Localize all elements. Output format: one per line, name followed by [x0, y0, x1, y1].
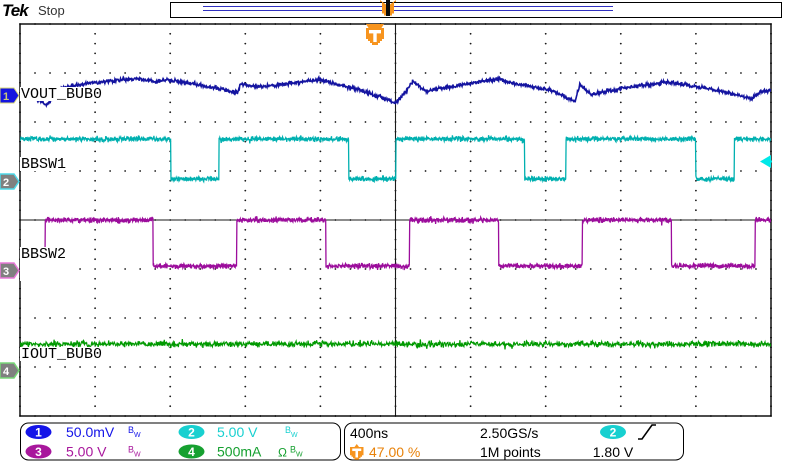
- svg-text:Ω: Ω: [278, 446, 287, 460]
- svg-text:W: W: [296, 452, 303, 459]
- svg-text:50.0mV: 50.0mV: [66, 424, 115, 440]
- svg-text:5.00 V: 5.00 V: [66, 444, 107, 460]
- svg-text:3: 3: [35, 445, 42, 459]
- svg-text:W: W: [134, 432, 141, 439]
- svg-text:47.00 %: 47.00 %: [369, 444, 420, 460]
- svg-text:4: 4: [188, 445, 195, 459]
- svg-text:2: 2: [610, 426, 617, 440]
- svg-text:W: W: [291, 432, 298, 439]
- svg-text:400ns: 400ns: [350, 425, 388, 441]
- svg-text:W: W: [134, 452, 141, 459]
- svg-text:1.80 V: 1.80 V: [593, 444, 634, 460]
- svg-text:2: 2: [188, 426, 195, 440]
- svg-text:5.00 V: 5.00 V: [217, 424, 258, 440]
- svg-text:1: 1: [35, 426, 42, 440]
- svg-text:1M points: 1M points: [480, 444, 541, 460]
- svg-text:500mA: 500mA: [217, 444, 262, 460]
- svg-text:2.50GS/s: 2.50GS/s: [480, 425, 538, 441]
